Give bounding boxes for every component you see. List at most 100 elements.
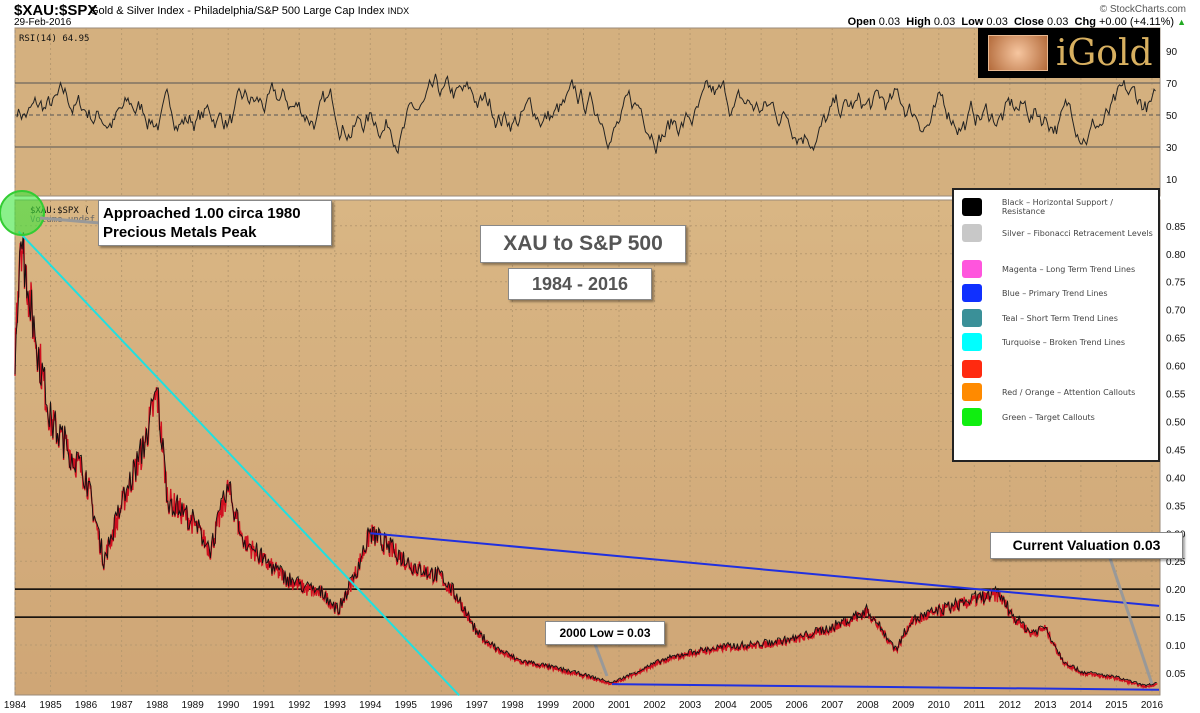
price-tick-label: 0.60 — [1166, 362, 1186, 373]
copyright: © StockCharts.com — [1099, 4, 1186, 15]
price-tick-label: 0.80 — [1166, 250, 1186, 261]
legend-item: Turquoise – Broken Trend Lines — [962, 333, 1125, 351]
legend-label: Teal – Short Term Trend Lines — [1002, 313, 1118, 323]
legend-label: Silver – Fibonacci Retracement Levels — [1002, 228, 1153, 238]
low2000-callout: 2000 Low = 0.03 — [545, 621, 665, 645]
legend-swatch — [962, 284, 982, 302]
x-tick-label: 2009 — [892, 700, 915, 711]
x-tick-label: 1986 — [75, 700, 98, 711]
desc-text: Gold & Silver Index - Philadelphia/S&P 5… — [90, 5, 385, 17]
legend-swatch — [962, 198, 982, 216]
price-tick-label: 0.25 — [1166, 557, 1186, 568]
x-tick-label: 1998 — [501, 700, 524, 711]
legend-label: Blue – Primary Trend Lines — [1002, 288, 1108, 298]
high-label: High — [906, 16, 931, 28]
legend-swatch — [962, 333, 982, 351]
peak-target-circle — [0, 190, 45, 236]
current-pointer — [1108, 557, 1154, 685]
x-tick-label: 2008 — [857, 700, 880, 711]
legend-swatch — [962, 309, 982, 327]
current-callout: Current Valuation 0.03 — [990, 532, 1183, 559]
close-value: 0.03 — [1047, 16, 1069, 28]
x-tick-label: 2016 — [1141, 700, 1164, 711]
trend-line — [370, 532, 1160, 607]
rsi-tick-label: 50 — [1166, 111, 1178, 122]
price-line-black — [14, 232, 1157, 687]
close-label: Close — [1013, 16, 1044, 28]
x-tick-label: 1999 — [537, 700, 560, 711]
x-tick-label: 2010 — [928, 700, 951, 711]
rsi-tick-label: 10 — [1166, 175, 1178, 186]
x-tick-label: 2005 — [750, 700, 773, 711]
legend-swatch — [962, 360, 982, 378]
x-tick-label: 2011 — [964, 700, 986, 711]
range-callout: 1984 - 2016 — [508, 268, 652, 300]
logo-image — [988, 35, 1048, 71]
x-tick-label: 1994 — [359, 700, 382, 711]
legend-label: Red / Orange – Attention Callouts — [1002, 387, 1136, 397]
legend-item — [962, 360, 1002, 378]
x-tick-label: 2003 — [679, 700, 702, 711]
rsi-label: RSI(14) 64.95 — [19, 34, 89, 44]
price-tick-label: 0.55 — [1166, 390, 1186, 401]
x-tick-label: 1997 — [466, 700, 489, 711]
x-tick-label: 1985 — [39, 700, 62, 711]
x-tick-label: 1995 — [395, 700, 418, 711]
ohlc-readout: Open 0.03 High 0.03 Low 0.03 Close 0.03 … — [848, 16, 1186, 28]
legend-swatch — [962, 260, 982, 278]
peak-pointer — [39, 216, 101, 225]
x-tick-label: 2000 — [572, 700, 595, 711]
legend-swatch — [962, 224, 982, 242]
legend-swatch — [962, 383, 982, 401]
legend-item: Red / Orange – Attention Callouts — [962, 383, 1135, 401]
legend-item: Teal – Short Term Trend Lines — [962, 309, 1118, 327]
x-tick-label: 1988 — [146, 700, 169, 711]
high-value: 0.03 — [933, 16, 956, 28]
x-tick-label: 1990 — [217, 700, 240, 711]
x-tick-label: 1989 — [182, 700, 205, 711]
peak-line-2: Precious Metals Peak — [103, 224, 257, 241]
x-tick-label: 2004 — [714, 700, 737, 711]
x-tick-label: 1984 — [4, 700, 27, 711]
chg-value: +0.00 (+4.11%) — [1099, 16, 1175, 28]
exchange: INDX — [387, 6, 410, 16]
description: Gold & Silver Index - Philadelphia/S&P 5… — [90, 5, 409, 17]
x-tick-label: 1993 — [324, 700, 347, 711]
price-tick-label: 0.85 — [1166, 222, 1186, 233]
price-label: $XAU:$SPX ( — [30, 206, 90, 216]
price-tick-label: 0.05 — [1166, 669, 1186, 680]
price-tick-label: 0.35 — [1166, 501, 1186, 512]
color-legend: Black – Horizontal Support / Resistance S… — [952, 188, 1160, 462]
low-value: 0.03 — [986, 16, 1008, 28]
rsi-tick-label: 30 — [1166, 143, 1178, 154]
title-callout: XAU to S&P 500 — [480, 225, 686, 263]
legend-swatch — [962, 408, 982, 426]
x-tick-label: 1987 — [110, 700, 133, 711]
trend-line — [611, 683, 1160, 691]
legend-item: Green – Target Callouts — [962, 408, 1095, 426]
x-tick-label: 1991 — [253, 700, 276, 711]
x-tick-label: 2014 — [1070, 700, 1093, 711]
logo-text: iGold — [1056, 32, 1153, 74]
x-tick-label: 2006 — [786, 700, 809, 711]
x-tick-label: 2013 — [1034, 700, 1057, 711]
igold-logo: iGold — [978, 28, 1160, 78]
price-tick-label: 0.45 — [1166, 445, 1186, 456]
open-label: Open — [847, 16, 876, 28]
legend-item: Black – Horizontal Support / Resistance — [962, 198, 1158, 216]
legend-label: Turquoise – Broken Trend Lines — [1002, 337, 1125, 347]
legend-item: Silver – Fibonacci Retracement Levels — [962, 224, 1153, 242]
legend-label: Black – Horizontal Support / Resistance — [1001, 198, 1113, 216]
price-tick-label: 0.75 — [1166, 278, 1186, 289]
trend-line — [17, 230, 460, 697]
legend-item: Blue – Primary Trend Lines — [962, 284, 1108, 302]
x-tick-label: 2015 — [1105, 700, 1128, 711]
price-tick-label: 0.70 — [1166, 306, 1186, 317]
legend-item: Magenta – Long Term Trend Lines — [962, 260, 1135, 278]
chg-label: Chg — [1074, 16, 1096, 28]
legend-label: Magenta – Long Term Trend Lines — [1002, 264, 1136, 274]
low2000-pointer — [593, 643, 609, 677]
chart-date: 29-Feb-2016 — [14, 17, 72, 28]
rsi-line — [16, 73, 1156, 155]
x-tick-label: 1992 — [288, 700, 311, 711]
